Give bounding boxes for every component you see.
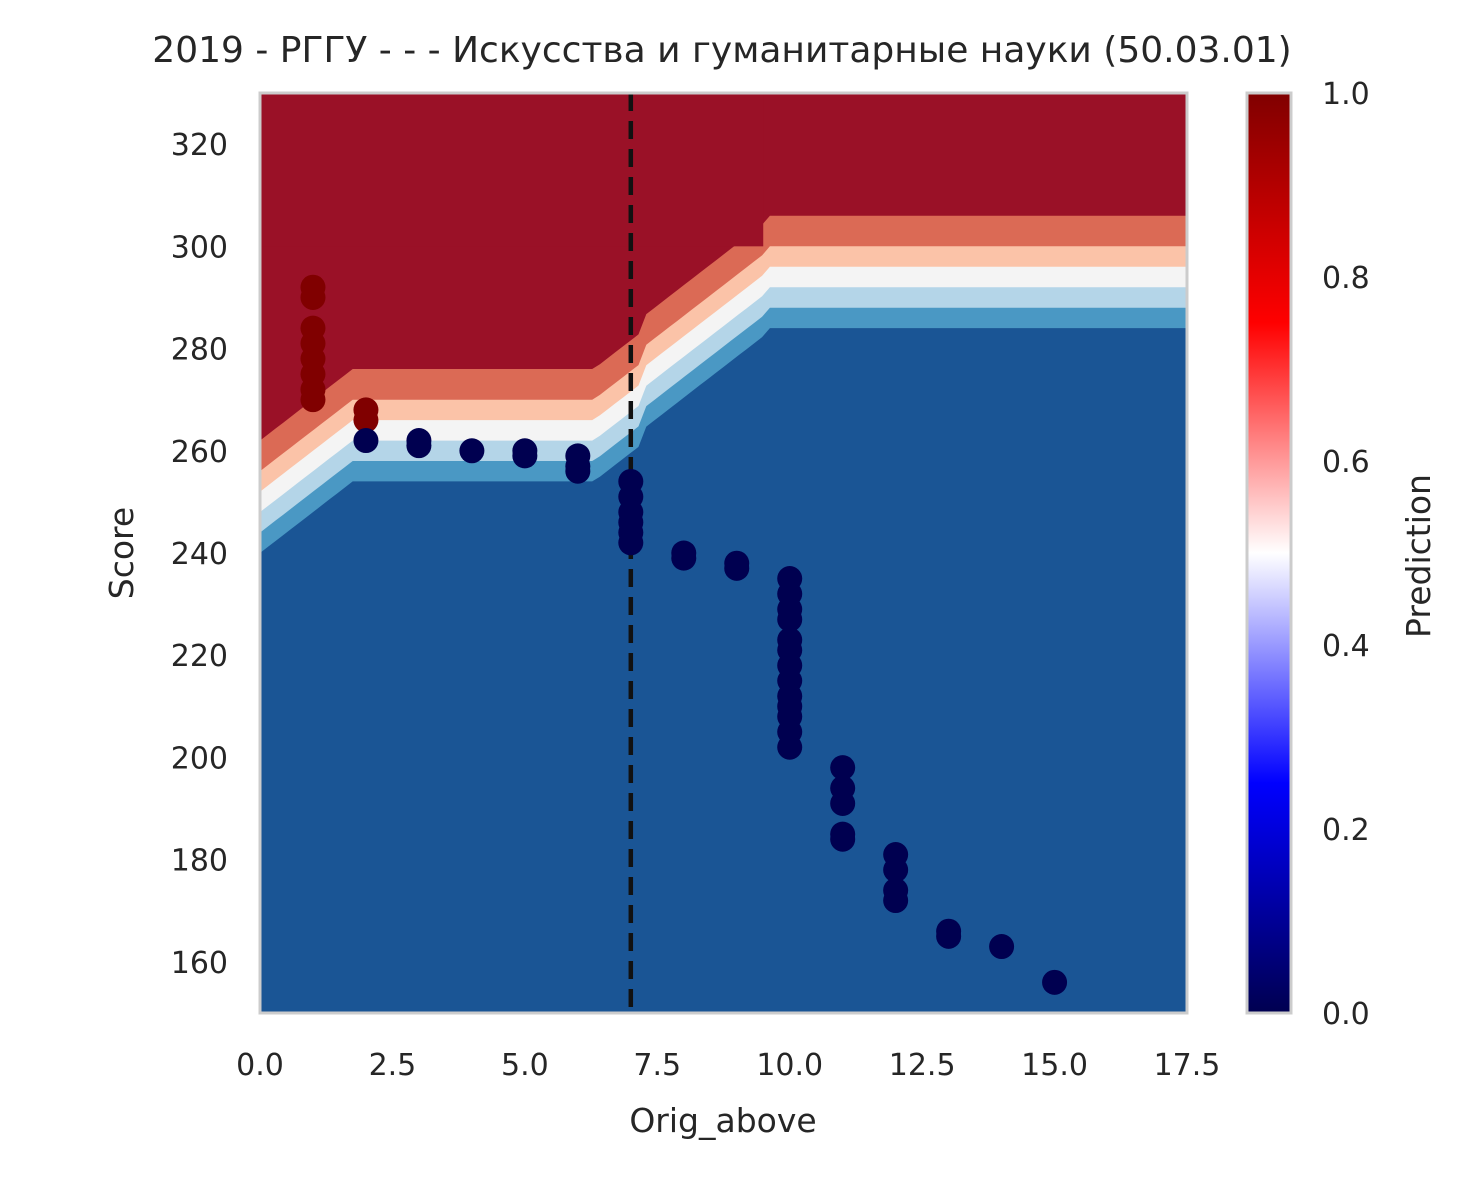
- colorbar-tick-label: 0.4: [1322, 629, 1370, 664]
- y-tick-label: 180: [171, 844, 228, 879]
- colorbar-tick-label: 0.0: [1322, 997, 1370, 1032]
- x-tick-label: 0.0: [236, 1048, 284, 1083]
- data-point: [353, 428, 379, 454]
- colorbar-ticks: 0.0 0.2 0.4 0.6 0.8 1.0: [1322, 77, 1370, 1032]
- x-tick-label: 12.5: [889, 1048, 956, 1083]
- x-axis-label: Orig_above: [629, 1101, 816, 1140]
- data-point: [830, 755, 856, 781]
- y-tick-label: 260: [171, 435, 228, 470]
- y-axis-label: Score: [102, 507, 141, 599]
- data-point: [989, 934, 1015, 960]
- x-tick-label: 10.0: [756, 1048, 823, 1083]
- data-point: [353, 407, 379, 433]
- data-point: [777, 734, 803, 760]
- x-tick-label: 17.5: [1154, 1048, 1221, 1083]
- y-tick-label: 200: [171, 741, 228, 776]
- y-tick-label: 240: [171, 537, 228, 572]
- y-tick-label: 320: [171, 128, 228, 163]
- data-point: [512, 443, 538, 469]
- colorbar: [1245, 91, 1293, 1015]
- y-tick-label: 220: [171, 639, 228, 674]
- data-point: [300, 284, 326, 310]
- y-tick-label: 160: [171, 946, 228, 981]
- colorbar-tick-label: 0.6: [1322, 445, 1370, 480]
- data-point: [724, 555, 750, 581]
- colorbar-tick-label: 1.0: [1322, 77, 1370, 112]
- x-tick-label: 2.5: [369, 1048, 417, 1083]
- colorbar-label: Prediction: [1399, 474, 1438, 638]
- data-point: [565, 458, 591, 484]
- surface-high-region: [260, 93, 764, 247]
- data-point: [883, 857, 909, 883]
- plot-frame: [258, 91, 1189, 1015]
- x-tick-label: 15.0: [1021, 1048, 1088, 1083]
- data-point: [671, 545, 697, 571]
- colorbar-tick-label: 0.8: [1322, 261, 1370, 296]
- x-tick-label: 7.5: [633, 1048, 681, 1083]
- y-axis-ticks: 160 180 200 220 240 260 280 300 320: [171, 128, 228, 981]
- decision-surface: [260, 93, 1187, 1013]
- chart-title: 2019 - РГГУ - - - Искусства и гуманитарн…: [152, 30, 1291, 71]
- data-point: [777, 606, 803, 632]
- data-point: [300, 387, 326, 413]
- y-tick-label: 280: [171, 333, 228, 368]
- data-point: [406, 433, 432, 459]
- data-point: [459, 438, 485, 464]
- data-point: [1042, 969, 1068, 995]
- y-tick-label: 300: [171, 230, 228, 265]
- data-point: [830, 790, 856, 816]
- data-point: [830, 826, 856, 852]
- data-points: [300, 274, 1068, 995]
- data-point: [883, 888, 909, 914]
- data-point: [618, 530, 644, 556]
- data-point: [936, 923, 962, 949]
- x-axis-ticks: 0.0 2.5 5.0 7.5 10.0 12.5 15.0 17.5: [236, 1048, 1220, 1083]
- colorbar-tick-label: 0.2: [1322, 813, 1370, 848]
- x-tick-label: 5.0: [501, 1048, 549, 1083]
